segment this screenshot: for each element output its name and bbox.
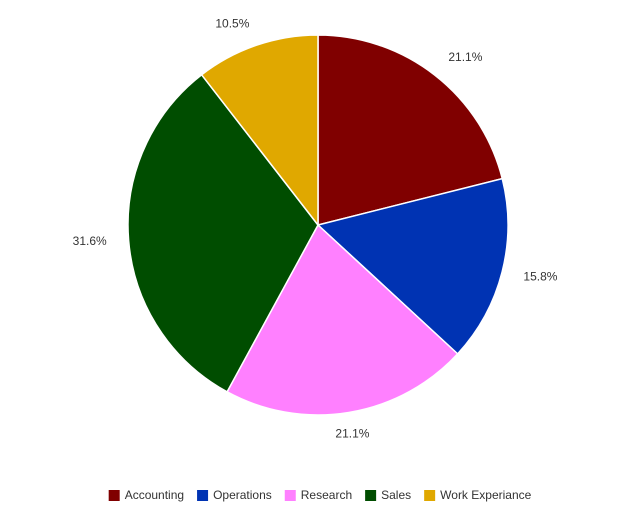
pie-slice: [200, 34, 319, 228]
legend-swatch: [424, 490, 436, 501]
legend-label: Work Experiance: [440, 488, 531, 502]
data-label: 21.1%: [335, 426, 369, 440]
legend-swatch: [108, 490, 120, 501]
pie-slice: [226, 223, 459, 416]
data-label: 10.5%: [215, 17, 249, 31]
legend: Accounting Operations Research Sales Work Ex…: [108, 488, 532, 502]
pie-slice: [317, 34, 504, 226]
legend-swatch: [365, 490, 377, 501]
legend-swatch: [197, 490, 209, 501]
pie-slice: [127, 73, 319, 393]
data-label: 31.6%: [73, 234, 107, 248]
legend-label: Accounting: [125, 488, 184, 502]
legend-label: Sales: [381, 488, 411, 502]
data-label: 15.8%: [523, 270, 557, 284]
legend-label: Research: [301, 488, 352, 502]
legend-swatch: [284, 490, 296, 501]
pie-slice: [316, 177, 509, 355]
data-label: 21.1%: [448, 50, 482, 64]
legend-label: Operations: [213, 488, 272, 502]
